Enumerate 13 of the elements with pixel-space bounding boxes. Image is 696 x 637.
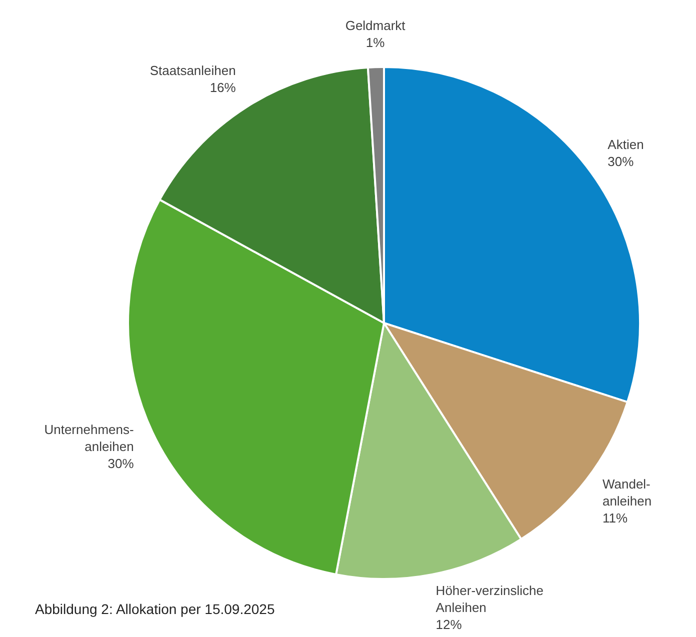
data-label: 30% xyxy=(608,154,634,169)
data-label: 12% xyxy=(436,617,462,632)
slice-label: Staatsanleihen xyxy=(150,62,236,78)
slice-label: Höher-verzinsliche Anleihen xyxy=(436,583,544,616)
data-label: 16% xyxy=(210,80,236,95)
slice-label: Wandel- anleihen xyxy=(602,476,652,508)
slice-label: Geldmarkt xyxy=(345,18,406,33)
data-label: 1% xyxy=(366,34,386,50)
data-label: 30% xyxy=(108,456,134,472)
text: Abbildung 2: Allokation per 15.09.2025 xyxy=(35,601,275,617)
slice-label: Aktien xyxy=(608,136,644,152)
data-label: 11% xyxy=(602,510,628,526)
slice-label: Unternehmens- anleihen xyxy=(44,422,134,454)
